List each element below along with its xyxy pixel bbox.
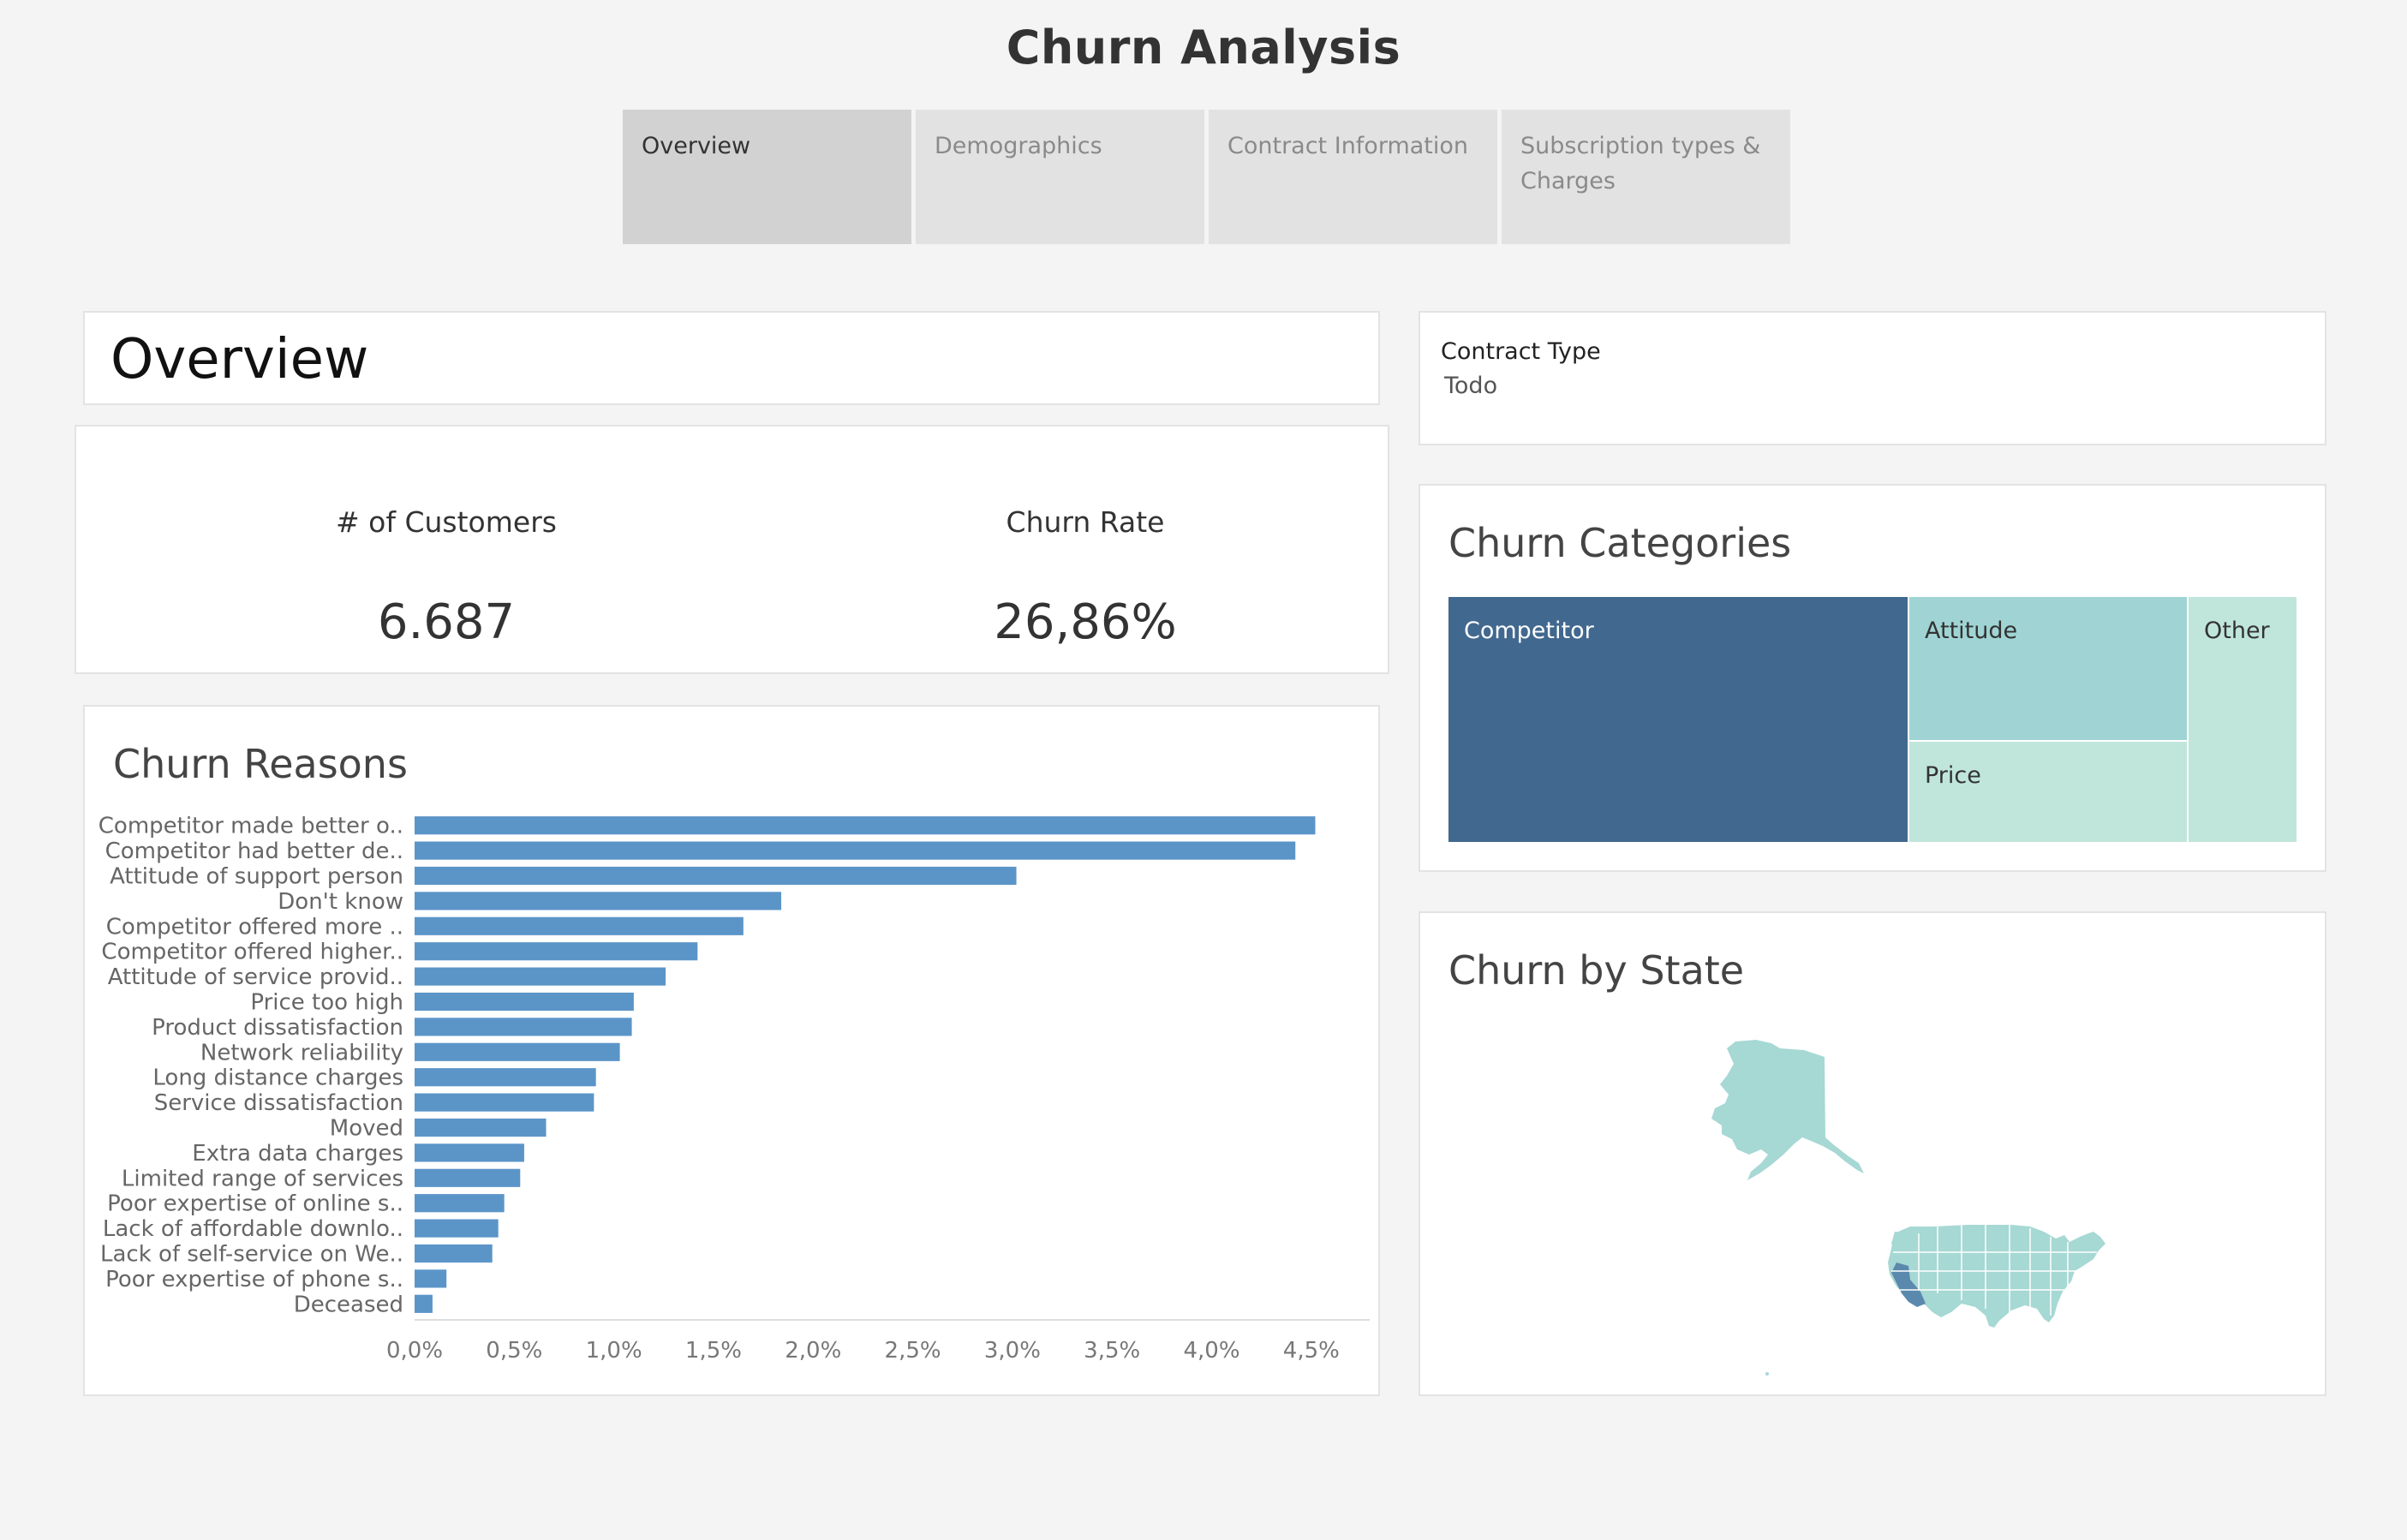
bar-category-label: Limited range of services (122, 1166, 403, 1191)
churn-reason-bar[interactable] (415, 1294, 433, 1313)
contract-type-filter[interactable]: Contract Type Todo (1419, 311, 2326, 445)
bar-category-label: Lack of affordable downlo.. (103, 1216, 403, 1242)
churn-reason-bar[interactable] (415, 1194, 505, 1213)
bar-category-label: Competitor made better o.. (99, 814, 403, 839)
bar-category-label: Poor expertise of phone s.. (105, 1267, 403, 1292)
contract-type-value[interactable]: Todo (1444, 373, 1498, 399)
bar-category-label: Competitor had better de.. (105, 839, 403, 864)
churn-reason-bar[interactable] (415, 866, 1017, 886)
x-tick-label: 4,0% (1183, 1338, 1239, 1364)
x-tick-label: 0,0% (386, 1338, 443, 1364)
bar-category-label: Competitor offered higher.. (101, 940, 403, 965)
bar-category-label: Price too high (250, 990, 403, 1016)
bar-category-label: Service dissatisfaction (154, 1090, 403, 1116)
churn-reason-bar[interactable] (415, 942, 698, 961)
bar-category-label: Competitor offered more .. (106, 914, 403, 940)
alaska-shape[interactable] (1711, 1040, 1864, 1180)
bar-category-label: Moved (330, 1116, 403, 1142)
churn-reasons-title: Churn Reasons (113, 741, 408, 787)
treemap-cell-attitude[interactable] (1909, 597, 2187, 740)
overview-heading: Overview (110, 328, 369, 391)
treemap-cell-label: Competitor (1464, 618, 1595, 644)
bar-category-label: Don't know (278, 889, 403, 915)
churn-reason-bar[interactable] (415, 992, 634, 1012)
churn-by-state-title: Churn by State (1448, 947, 1745, 994)
churn-reason-bar[interactable] (415, 1042, 620, 1061)
x-tick-label: 1,0% (586, 1338, 642, 1364)
bar-category-label: Long distance charges (152, 1065, 403, 1091)
tab-overview[interactable]: Overview (623, 110, 911, 244)
treemap-cell-label: Price (1925, 762, 1981, 789)
bar-category-label: Poor expertise of online s.. (107, 1191, 403, 1217)
bar-category-label: Attitude of support person (110, 864, 403, 890)
churn-reason-bar[interactable] (415, 1219, 499, 1238)
treemap-cell-other[interactable] (2189, 597, 2297, 842)
churn-reason-bar[interactable] (415, 1168, 521, 1187)
x-tick-label: 1,5% (685, 1338, 742, 1364)
churn-rate-kpi-label: Churn Rate (1006, 505, 1165, 539)
churn-by-state-map[interactable] (1420, 913, 2325, 1394)
contiguous-us-states[interactable] (1888, 1225, 2105, 1328)
x-tick-label: 2,5% (885, 1338, 941, 1364)
tab-demographics[interactable]: Demographics (916, 110, 1204, 244)
x-tick-label: 4,5% (1283, 1338, 1340, 1364)
bar-category-label: Lack of self-service on We.. (100, 1242, 403, 1268)
churn-rate-kpi-value: 26,86% (994, 594, 1177, 650)
churn-reason-bar[interactable] (415, 1269, 447, 1288)
hawaii-shape[interactable] (1765, 1372, 1769, 1376)
bar-category-label: Extra data charges (192, 1141, 403, 1167)
churn-reason-bar[interactable] (415, 1093, 594, 1112)
churn-reason-bar[interactable] (415, 892, 782, 910)
churn-categories-card: Churn Categories Competitor Attitude Price… (1419, 484, 2326, 872)
churn-reasons-bar-chart: Competitor made better o..Competitor had… (99, 814, 1370, 1364)
churn-by-state-card: Churn by State (1419, 911, 2326, 1396)
treemap-cell-label: Other (2204, 618, 2271, 644)
x-tick-label: 3,5% (1084, 1338, 1140, 1364)
x-tick-label: 0,5% (486, 1338, 542, 1364)
churn-categories-title: Churn Categories (1448, 520, 1792, 566)
churn-reason-bar[interactable] (415, 1018, 632, 1036)
kpi-card: # of Customers 6.687 Churn Rate 26,86% (75, 425, 1389, 674)
bar-category-label: Product dissatisfaction (152, 1015, 403, 1041)
churn-reason-bar[interactable] (415, 841, 1296, 860)
treemap-cell-competitor[interactable] (1448, 597, 1908, 842)
churn-reason-bar[interactable] (415, 1118, 547, 1137)
contract-type-label: Contract Type (1441, 338, 1601, 365)
treemap-cell-price[interactable] (1909, 742, 2187, 842)
churn-categories-treemap: Competitor Attitude Price Other (1448, 597, 2297, 842)
churn-reason-bar[interactable] (415, 816, 1316, 835)
churn-reason-bar[interactable] (415, 967, 666, 986)
overview-header-card: Overview (83, 311, 1380, 405)
churn-reason-bar[interactable] (415, 1068, 596, 1087)
churn-reasons-card: Churn Reasons Competitor made better o..… (83, 705, 1380, 1396)
treemap-cell-label: Attitude (1925, 618, 2017, 644)
bar-category-label: Network reliability (200, 1040, 403, 1065)
churn-reason-bar[interactable] (415, 916, 744, 935)
x-tick-label: 3,0% (984, 1338, 1041, 1364)
dashboard-title: Churn Analysis (1006, 21, 1401, 75)
x-tick-label: 2,0% (785, 1338, 841, 1364)
tab-bar: Overview Demographics Contract Informati… (623, 110, 1790, 244)
churn-reason-bar[interactable] (415, 1143, 524, 1162)
tab-contract-information[interactable]: Contract Information (1209, 110, 1497, 244)
customers-kpi-value: 6.687 (377, 594, 516, 650)
bar-category-label: Deceased (294, 1292, 403, 1317)
bar-category-label: Attitude of service provid.. (108, 964, 403, 990)
tab-subscription-types[interactable]: Subscription types & Charges (1502, 110, 1790, 244)
churn-reason-bar[interactable] (415, 1244, 493, 1263)
customers-kpi-label: # of Customers (336, 505, 557, 539)
